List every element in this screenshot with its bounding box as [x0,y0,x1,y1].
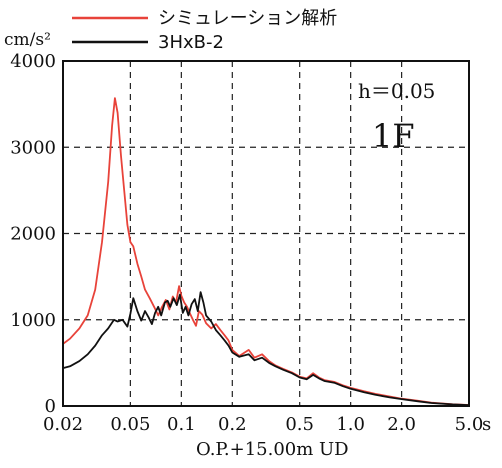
series-line-3hxb2 [62,291,470,406]
x-tick-label: 2.0 [387,414,416,435]
legend-label-simulation: シミュレーション解析 [158,8,337,29]
x-axis-label: O.P.+15.00m UD [196,439,349,460]
x-axis-unit: s [482,414,491,435]
plot-frame [62,60,470,407]
y-tick-label: 0 [45,396,56,417]
legend-label-3hxb2: 3HxB-2 [158,32,224,53]
x-tick-label: 0.05 [110,414,150,435]
x-tick-label: 0.5 [285,414,314,435]
x-tick-label: 0.2 [218,414,247,435]
x-tick-label: 0.1 [167,414,196,435]
damping-annotation: h＝0.05 [358,79,435,103]
x-tick-label: 0.02 [43,414,83,435]
x-tick-label: 5.0 [455,414,484,435]
y-tick-label: 4000 [10,51,56,72]
y-axis-unit: cm/s² [4,30,51,50]
floor-annotation: 1F [372,117,415,155]
y-tick-label: 3000 [10,137,56,158]
grid-lines [63,61,469,406]
x-tick-label: 1.0 [336,414,365,435]
y-tick-label: 2000 [10,224,56,245]
y-tick-label: 1000 [10,310,56,331]
tick-labels: 0.02 0.05 0.1 0.2 0.5 1.0 2.0 5.0 0 1000 2000 3000 4… [10,51,483,435]
